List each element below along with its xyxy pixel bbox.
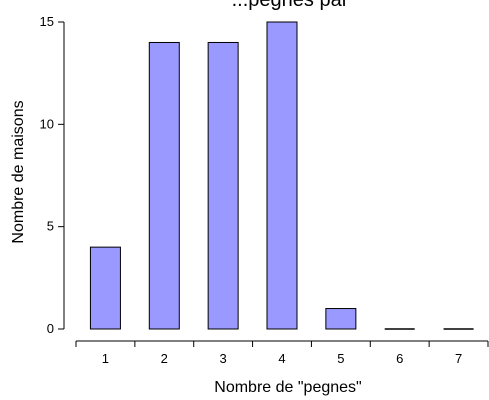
x-tick-label: 5 — [337, 351, 344, 366]
x-axis: 1 2 3 4 5 6 7 — [75, 340, 489, 366]
bars — [89, 21, 474, 330]
bar-5 — [325, 308, 357, 330]
bar-1 — [89, 246, 121, 330]
y-tick-label: 0 — [47, 321, 54, 336]
x-tick-label: 1 — [102, 351, 109, 366]
x-tick-label: 3 — [220, 351, 227, 366]
y-tick-label: 15 — [40, 14, 54, 29]
chart-title: ...pegnes par — [232, 0, 349, 11]
y-axis-title: Nombre de maisons — [10, 100, 27, 243]
bar-2 — [148, 41, 180, 330]
x-tick-label: 6 — [396, 351, 403, 366]
x-tick-label: 7 — [455, 351, 462, 366]
x-tick-label: 2 — [161, 351, 168, 366]
y-tick-label: 5 — [47, 219, 54, 234]
y-axis: 0 5 10 15 — [40, 14, 65, 336]
bar-3 — [207, 41, 239, 330]
bar-4 — [266, 21, 298, 330]
x-tick-label: 4 — [278, 351, 285, 366]
x-axis-title: Nombre de "pegnes" — [214, 379, 361, 396]
y-tick-label: 10 — [40, 116, 54, 131]
